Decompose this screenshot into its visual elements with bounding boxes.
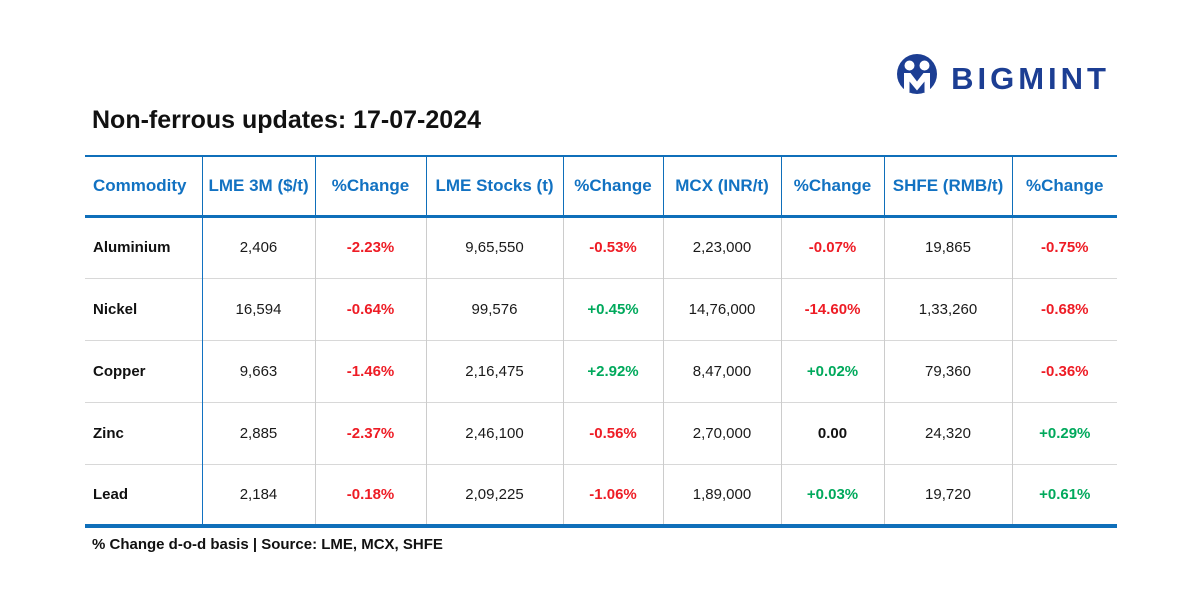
table-cell: -0.68% xyxy=(1040,300,1089,318)
commodity-cell: Zinc xyxy=(85,402,203,464)
bigmint-logo: BIGMINT xyxy=(893,52,1110,104)
table-cell: +2.92% xyxy=(563,340,664,402)
table-cell: -2.23% xyxy=(315,216,427,278)
table-cell: -0.75% xyxy=(1040,239,1089,256)
commodity-cell: Aluminium xyxy=(85,216,203,278)
table-cell: 19,720 xyxy=(884,464,1013,526)
table-cell: 1,33,260 xyxy=(884,278,1013,340)
table-cell: -1.06% xyxy=(563,464,664,526)
brand-name: BIGMINT xyxy=(951,60,1110,96)
table-row: Copper 9,663 -1.46% 2,16,475 +2.92% 8,47,000 +… xyxy=(85,340,1117,402)
table-cell: 2,16,475 xyxy=(426,340,564,402)
commodity-table: Commodity LME 3M ($/t) %Change LME Stock… xyxy=(85,155,1117,528)
header-lme-stocks: LME Stocks (t) xyxy=(426,156,564,216)
table-cell: -0.53% xyxy=(563,216,664,278)
table-row: Zinc 2,885 -2.37% 2,46,100 -0.56% 2,70,000 0.0… xyxy=(85,402,1117,464)
table-cell: -0.36% xyxy=(1040,362,1089,380)
table-cell: -0.07% xyxy=(781,216,885,278)
page-title: Non-ferrous updates: 17-07-2024 xyxy=(92,106,482,134)
table-cell: 19,865 xyxy=(884,216,1013,278)
footer-note: % Change d-o-d basis | Source: LME, MCX,… xyxy=(92,536,443,553)
table-header-row: Commodity LME 3M ($/t) %Change LME Stock… xyxy=(85,156,1117,216)
table-cell: -2.37% xyxy=(315,402,427,464)
table-cell: 79,360 xyxy=(884,340,1013,402)
table-row: Lead 2,184 -0.18% 2,09,225 -1.06% 1,89,000 +0.… xyxy=(85,464,1117,526)
table-cell: 2,23,000 xyxy=(663,216,782,278)
commodity-table-wrapper: Commodity LME 3M ($/t) %Change LME Stock… xyxy=(85,155,1117,528)
table-cell: -0.18% xyxy=(315,464,427,526)
table-cell: +0.03% xyxy=(781,464,885,526)
table-cell: -1.46% xyxy=(315,340,427,402)
table-cell: -0.56% xyxy=(563,402,664,464)
table-body: Aluminium 2,406 -2.23% 9,65,550 -0.53% 2,23,0… xyxy=(85,216,1117,526)
table-cell: 9,65,550 xyxy=(426,216,564,278)
table-cell: 99,576 xyxy=(426,278,564,340)
table-cell: 2,70,000 xyxy=(663,402,782,464)
table-cell: +0.61% xyxy=(1039,485,1091,503)
table-cell: 8,47,000 xyxy=(663,340,782,402)
commodity-cell: Nickel xyxy=(85,278,203,340)
table-cell: 14,76,000 xyxy=(663,278,782,340)
table-cell: 2,184 xyxy=(202,464,316,526)
table-cell: -14.60% xyxy=(781,278,885,340)
table-cell: 2,09,225 xyxy=(426,464,564,526)
bigmint-circle-m-icon xyxy=(893,52,941,104)
table-cell: +0.02% xyxy=(781,340,885,402)
commodity-cell: Copper xyxy=(85,340,203,402)
header-lme-stocks-change: %Change xyxy=(563,156,664,216)
commodity-cell: Lead xyxy=(85,464,203,526)
table-cell: 2,46,100 xyxy=(426,402,564,464)
table-cell: 16,594 xyxy=(202,278,316,340)
table-row: Aluminium 2,406 -2.23% 9,65,550 -0.53% 2,23,0… xyxy=(85,216,1117,278)
header-lme-3m-change: %Change xyxy=(315,156,427,216)
header-lme-3m: LME 3M ($/t) xyxy=(202,156,316,216)
table-cell: 2,885 xyxy=(202,402,316,464)
table-row: Nickel 16,594 -0.64% 99,576 +0.45% 14,76,000-… xyxy=(85,278,1117,340)
table-cell: +0.29% xyxy=(1039,424,1091,442)
header-mcx-change: %Change xyxy=(781,156,885,216)
header-shfe: SHFE (RMB/t) xyxy=(884,156,1013,216)
table-cell: 2,406 xyxy=(202,216,316,278)
header-shfe-change: %Change xyxy=(1026,175,1104,195)
table-cell: 0.00 xyxy=(781,402,885,464)
header-commodity: Commodity xyxy=(85,156,203,216)
table-cell: 24,320 xyxy=(884,402,1013,464)
table-cell: -0.64% xyxy=(315,278,427,340)
table-cell: 1,89,000 xyxy=(663,464,782,526)
table-cell: +0.45% xyxy=(563,278,664,340)
header-mcx: MCX (INR/t) xyxy=(663,156,782,216)
table-cell: 9,663 xyxy=(202,340,316,402)
